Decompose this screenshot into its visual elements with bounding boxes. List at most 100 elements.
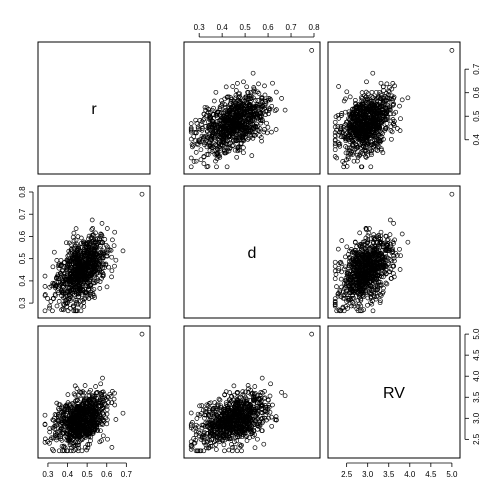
data-point [188,164,194,170]
data-point [344,89,350,95]
data-point [207,137,213,142]
data-point [379,147,384,153]
variable-label-r: r [91,101,97,118]
data-point [232,105,238,111]
panel-frame [183,41,321,175]
data-point [247,94,253,99]
data-point [351,149,357,155]
data-point [269,103,275,109]
data-point [220,138,226,144]
data-point [393,109,399,115]
data-point [240,119,246,124]
data-point [198,157,204,163]
data-point [113,417,119,422]
data-point [79,448,85,454]
data-point [354,116,360,122]
data-point [387,232,393,237]
data-point [223,84,229,90]
data-point [347,147,352,153]
data-point [212,121,218,127]
data-point [189,142,195,147]
data-point [225,125,230,131]
data-point [193,117,199,123]
data-point [207,115,213,121]
data-point [332,130,338,135]
data-point [241,150,246,156]
data-point [48,299,54,304]
data-point [209,134,214,139]
data-point [238,114,244,120]
data-point [212,136,218,142]
data-point [350,142,356,148]
data-point [252,445,258,451]
data-point [355,158,360,164]
data-point [365,302,370,308]
data-point [366,230,372,236]
data-point [357,230,363,236]
data-point [449,48,455,53]
data-point [359,90,365,95]
data-point [356,104,362,110]
data-point [369,103,375,109]
data-point [202,142,207,148]
data-point [216,396,222,402]
data-point [273,127,279,132]
panel-d-RV [327,185,461,319]
data-point [259,138,264,144]
data-point [236,95,241,101]
data-point [199,127,205,133]
data-point [93,384,98,389]
data-point [232,126,238,131]
data-point [384,111,390,117]
data-point [382,117,388,123]
data-point [341,164,347,170]
data-point [202,140,207,146]
data-point [207,124,213,130]
data-point [270,80,275,86]
data-point [54,303,60,309]
data-point [338,276,344,282]
data-point [375,95,380,100]
data-point [248,96,253,102]
data-point [120,248,126,254]
data-point [213,141,219,147]
data-point [199,121,204,127]
data-point [352,137,358,142]
data-point [370,138,375,144]
data-point [120,410,126,416]
data-point [200,117,206,123]
data-point [219,103,225,108]
data-point [249,153,255,158]
data-point [56,299,62,304]
data-point [383,280,389,286]
data-point [358,150,364,156]
data-point [381,285,386,291]
data-point [399,231,405,237]
data-point [230,143,236,148]
data-point [238,141,244,146]
data-point [385,114,391,120]
panel-d-d: d [183,185,321,319]
data-point [360,130,365,135]
data-point [339,238,345,243]
panel-frame [37,185,151,319]
data-point [384,281,390,287]
data-point [73,226,79,231]
data-point [370,70,376,76]
data-point [364,79,369,85]
data-point [89,227,95,232]
data-point [241,145,246,150]
data-point [353,142,359,147]
data-point [204,164,210,170]
data-point [199,133,205,139]
data-point [209,124,214,130]
data-point [389,86,395,92]
data-point [251,86,257,92]
data-point [45,296,50,301]
data-point [397,246,402,252]
data-point [245,115,251,121]
data-point [233,92,239,98]
data-point [358,164,364,170]
data-point [259,113,264,119]
data-point [100,375,105,381]
